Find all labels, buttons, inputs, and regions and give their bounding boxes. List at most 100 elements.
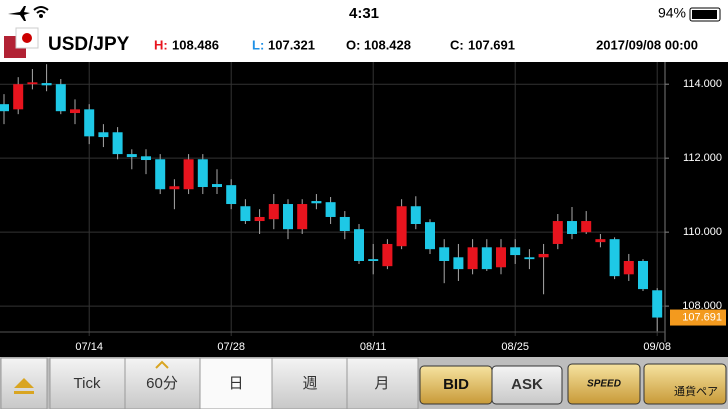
candle-body [13,84,24,110]
toolbar-buttons: Tick 60分 日 週 月 BID ASK SPEED 通貨ペア [0,357,727,409]
candle-body [623,260,634,275]
open-value: 108.428 [364,37,411,52]
candle-body [155,159,166,190]
candle-body [126,154,137,158]
candle-body [169,186,180,190]
battery-level [692,10,717,19]
day-button[interactable] [199,357,273,409]
candle-body [496,247,506,268]
candle-body [112,132,123,155]
candle-body [524,257,535,260]
pair-title: USD/JPY [48,34,130,55]
candle-body [84,109,95,137]
x-tick-label: 09/08 [643,341,671,353]
last-price-tag [670,309,726,326]
candle-body [467,247,478,270]
last-price-label: 107.691 [682,311,722,323]
collapse-icon [14,378,34,394]
y-tick-label: 110.000 [683,226,722,238]
high-value: 108.486 [172,37,219,52]
candle-body [41,83,52,86]
x-tick-label: 08/25 [501,341,529,353]
candle-body [638,260,648,290]
tick-button[interactable] [49,357,126,409]
low-value: 107.321 [268,37,315,52]
open-label: O: [346,37,360,52]
candle-body [552,221,563,244]
y-tick-label: 108.000 [682,300,722,312]
pair-button-label: 通貨ペア [674,384,718,398]
candle-body [283,204,293,230]
chart: 108.000 110.000 112.000 114.000 07/14 07/28 08… [0,62,726,353]
pair-button[interactable] [643,363,727,405]
candle-body [368,259,379,261]
interval-label: 60分 [146,375,178,392]
candle-body [339,216,350,232]
candle-body [141,156,151,161]
candle-body [453,257,464,270]
candle-body [70,109,80,114]
candle-body [410,206,421,224]
candle-body [425,222,435,250]
candle-body [581,221,592,233]
week-button[interactable] [271,357,348,409]
candle-body [354,229,364,261]
y-tick-label: 114.000 [683,78,722,90]
month-label: 月 [374,375,389,392]
top-bar [0,0,728,62]
candle-body [297,204,308,230]
airplane-icon [8,6,30,21]
bid-label: BID [443,376,469,393]
candle-body [183,159,194,190]
battery-text: 94% [658,5,686,21]
candle-body [197,159,208,188]
clock: 4:31 [349,5,379,22]
day-label: 日 [228,375,243,392]
candle-body [268,204,279,220]
candle-body [325,202,336,217]
close-value: 107.691 [468,37,515,52]
wifi-icon [33,6,49,14]
candle-body [311,201,322,204]
speed-button[interactable] [567,363,641,405]
ask-label: ASK [511,376,543,393]
week-label: 週 [302,375,317,392]
close-label: C: [450,37,464,52]
candle-body [212,184,222,188]
speed-label: SPEED [587,379,621,390]
candle-body [510,247,521,256]
candle-body [609,239,620,277]
interval-button[interactable] [124,357,201,409]
y-tick-label: 112.000 [683,152,722,164]
candle-body [481,247,492,270]
low-label: L: [252,37,264,52]
candle-body [98,132,109,138]
candle-body [0,104,9,112]
interval-arrow [155,360,169,369]
high-label: H: [154,37,168,52]
flag-jp-sun [22,33,32,43]
candle-body [595,239,606,243]
candle-body [254,216,265,222]
x-tick-label: 08/11 [360,341,387,353]
candle-body [538,253,549,258]
month-button[interactable] [346,357,419,409]
candle-body [652,290,663,318]
wifi-dot [39,14,43,18]
tick-label: Tick [74,375,101,392]
datetime: 2017/09/08 00:00 [596,37,698,52]
candle-body [396,206,407,247]
candle-body [226,185,237,205]
ask-button[interactable] [491,365,563,405]
candle-body [27,82,38,85]
battery-icon [689,7,721,22]
candle-body [240,206,251,222]
x-tick-label: 07/14 [75,341,103,353]
candle-body [382,243,393,267]
candle-body [567,221,577,234]
plot-area [0,62,665,332]
candle-body [55,84,66,112]
candle-body [439,247,450,261]
x-tick-label: 07/28 [217,341,245,353]
